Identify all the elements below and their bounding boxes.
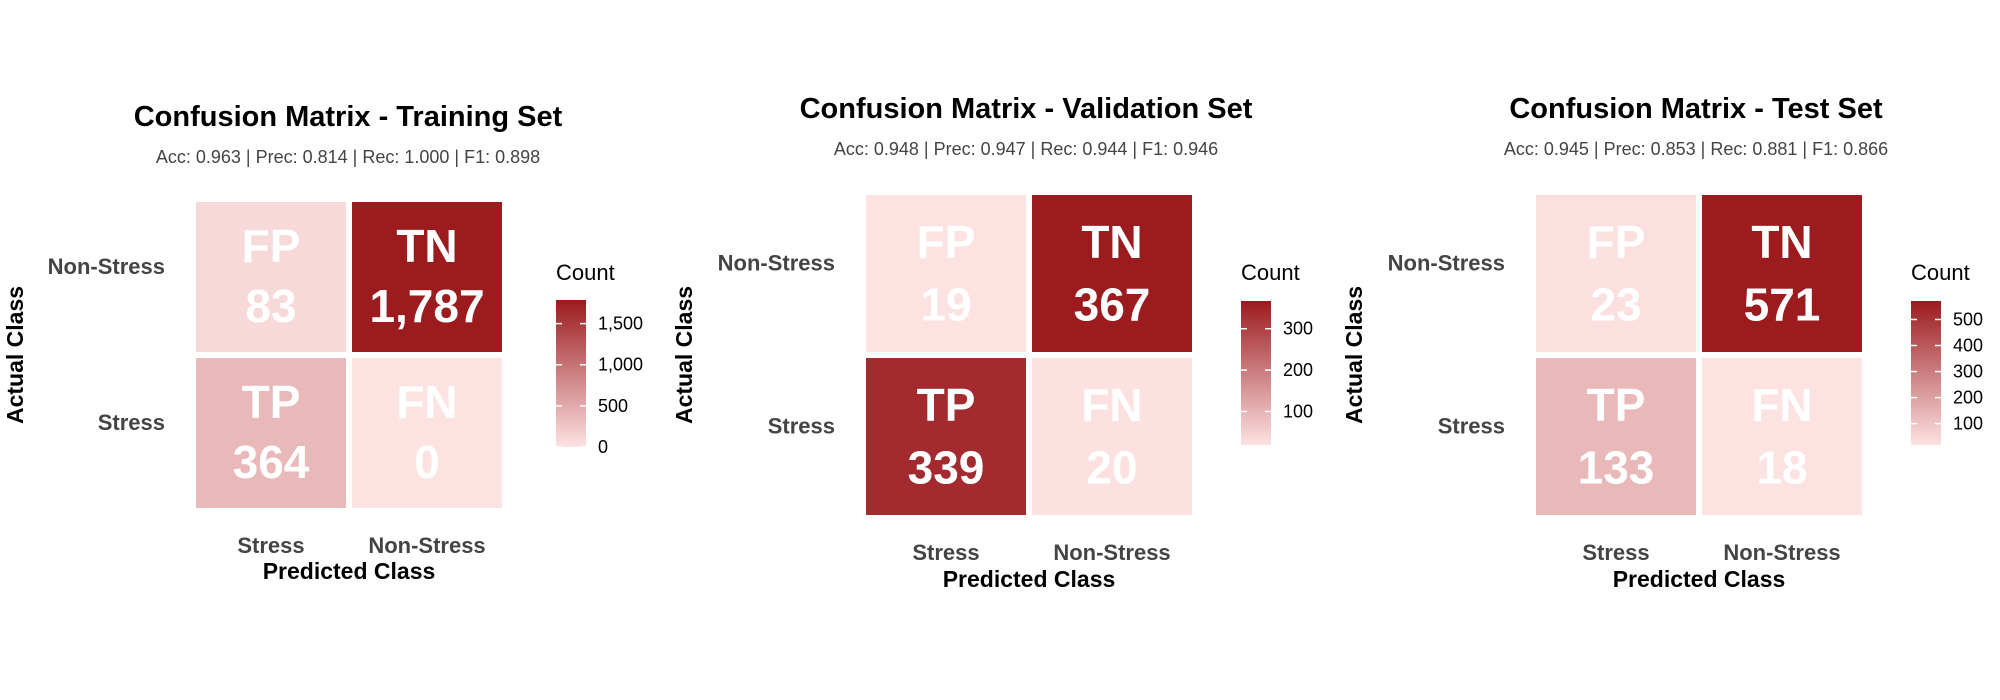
legend-tick-label: 300: [1283, 319, 1313, 339]
legend-title: Count: [556, 260, 615, 285]
cell-label-fp: FP: [242, 220, 301, 272]
cell-value-tn: 571: [1744, 279, 1821, 331]
x-tick-label: Stress: [912, 540, 979, 565]
cell-label-tp: TP: [242, 376, 301, 428]
matrix-cell-tp: [1536, 358, 1696, 515]
cell-value-tp: 339: [908, 442, 985, 494]
confusion-panel-2: Confusion Matrix - Validation Set Acc: 0.…: [671, 93, 1313, 592]
legend-colorbar: [556, 300, 586, 447]
cell-label-fp: FP: [1587, 216, 1646, 268]
y-tick-label: Non-Stress: [48, 254, 165, 279]
matrix-cell-tn: [352, 202, 502, 352]
matrix-cell-tn: [1032, 195, 1192, 352]
cell-label-tn: TN: [396, 220, 457, 272]
legend-tick-label: 500: [1953, 309, 1983, 329]
legend-tick-label: 300: [1953, 362, 1983, 382]
cell-value-fn: 0: [414, 436, 440, 488]
legend-tick-label: 400: [1953, 336, 1983, 356]
cell-value-tn: 367: [1074, 279, 1151, 331]
matrix-cell-tp: [866, 358, 1026, 515]
y-axis-title: Actual Class: [1341, 286, 1367, 424]
legend-colorbar: [1241, 301, 1271, 445]
matrix-cell-fn: [1702, 358, 1862, 515]
x-tick-label: Non-Stress: [1723, 540, 1840, 565]
matrix-cell-fp: [866, 195, 1026, 352]
x-tick-label: Stress: [237, 533, 304, 558]
y-tick-label: Non-Stress: [718, 250, 835, 275]
cell-value-fn: 20: [1086, 442, 1137, 494]
cell-label-fn: FN: [1081, 379, 1142, 431]
y-axis-title: Actual Class: [671, 286, 697, 424]
confusion-panel-1: Confusion Matrix - Training Set Acc: 0.96…: [2, 101, 643, 584]
matrix-cell-fn: [1032, 358, 1192, 515]
x-axis-title: Predicted Class: [1613, 566, 1786, 592]
x-axis-title: Predicted Class: [263, 558, 436, 584]
legend-tick-label: 100: [1953, 414, 1983, 434]
cell-label-fn: FN: [1751, 379, 1812, 431]
confusion-panel-3: Confusion Matrix - Test Set Acc: 0.945 | …: [1341, 93, 1983, 592]
chart-title: Confusion Matrix - Test Set: [1509, 93, 1883, 125]
chart-subtitle: Acc: 0.948 | Prec: 0.947 | Rec: 0.944 | …: [834, 139, 1218, 159]
legend-title: Count: [1911, 260, 1970, 285]
cell-label-fn: FN: [396, 376, 457, 428]
y-axis-title: Actual Class: [2, 286, 28, 424]
cell-value-fn: 18: [1756, 442, 1807, 494]
cell-label-tn: TN: [1751, 216, 1812, 268]
cell-label-tn: TN: [1081, 216, 1142, 268]
matrix-cell-fn: [352, 358, 502, 508]
legend-tick-label: 0: [598, 437, 608, 457]
legend-tick-label: 500: [598, 396, 628, 416]
chart-title: Confusion Matrix - Training Set: [134, 101, 563, 133]
cell-value-fp: 23: [1590, 279, 1641, 331]
legend-colorbar: [1911, 301, 1941, 445]
x-axis-title: Predicted Class: [943, 566, 1116, 592]
cell-value-fp: 83: [245, 280, 296, 332]
legend-tick-label: 1,500: [598, 314, 643, 334]
chart-subtitle: Acc: 0.963 | Prec: 0.814 | Rec: 1.000 | …: [156, 147, 540, 167]
legend-title: Count: [1241, 260, 1300, 285]
matrix-cell-tp: [196, 358, 346, 508]
matrix-cell-tn: [1702, 195, 1862, 352]
legend-tick-label: 1,000: [598, 355, 643, 375]
cell-label-tp: TP: [917, 379, 976, 431]
cell-value-tp: 133: [1578, 442, 1655, 494]
legend-tick-label: 200: [1953, 388, 1983, 408]
y-tick-label: Stress: [1438, 413, 1505, 438]
y-tick-label: Stress: [768, 413, 835, 438]
cell-value-tp: 364: [233, 436, 310, 488]
matrix-cell-fp: [1536, 195, 1696, 352]
cell-value-fp: 19: [920, 279, 971, 331]
x-tick-label: Stress: [1582, 540, 1649, 565]
x-tick-label: Non-Stress: [1053, 540, 1170, 565]
y-tick-label: Non-Stress: [1388, 250, 1505, 275]
y-tick-label: Stress: [98, 410, 165, 435]
cell-label-fp: FP: [917, 216, 976, 268]
x-tick-label: Non-Stress: [368, 533, 485, 558]
legend-tick-label: 100: [1283, 401, 1313, 421]
cell-label-tp: TP: [1587, 379, 1646, 431]
matrix-cell-fp: [196, 202, 346, 352]
chart-subtitle: Acc: 0.945 | Prec: 0.853 | Rec: 0.881 | …: [1504, 139, 1888, 159]
cell-value-tn: 1,787: [369, 280, 484, 332]
legend-tick-label: 200: [1283, 360, 1313, 380]
chart-title: Confusion Matrix - Validation Set: [800, 93, 1253, 125]
